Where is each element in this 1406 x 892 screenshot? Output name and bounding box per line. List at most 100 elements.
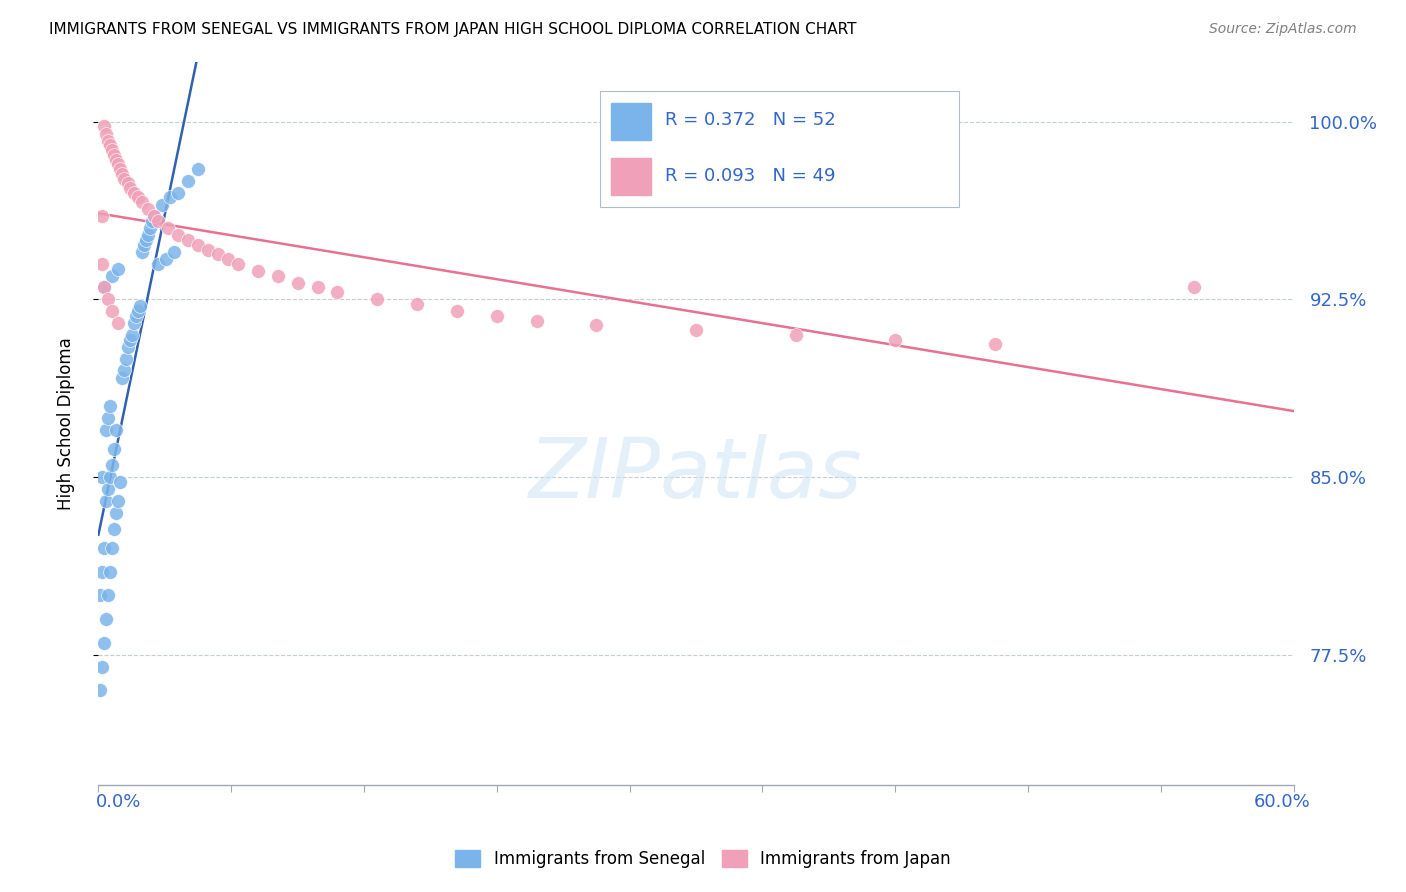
- Point: [287, 276, 309, 290]
- Point: [103, 522, 125, 536]
- Point: [89, 589, 111, 603]
- Point: [98, 470, 122, 484]
- Point: [98, 138, 122, 153]
- Point: [177, 233, 200, 247]
- Text: 0.0%: 0.0%: [96, 793, 141, 811]
- Point: [148, 257, 170, 271]
- Point: [127, 304, 149, 318]
- Point: [135, 233, 157, 247]
- Point: [884, 333, 907, 347]
- Point: [136, 228, 159, 243]
- Point: [177, 174, 200, 188]
- Point: [96, 493, 118, 508]
- Point: [91, 565, 114, 579]
- Point: [110, 475, 132, 489]
- Point: [110, 162, 132, 177]
- Point: [124, 186, 146, 200]
- Point: [127, 190, 149, 204]
- Point: [107, 316, 129, 330]
- Point: [526, 313, 548, 327]
- Text: IMMIGRANTS FROM SENEGAL VS IMMIGRANTS FROM JAPAN HIGH SCHOOL DIPLOMA CORRELATION: IMMIGRANTS FROM SENEGAL VS IMMIGRANTS FR…: [49, 22, 856, 37]
- Point: [217, 252, 239, 266]
- Point: [96, 423, 118, 437]
- Point: [97, 589, 120, 603]
- Point: [121, 327, 143, 342]
- Point: [143, 210, 166, 224]
- Point: [167, 186, 190, 200]
- Point: [197, 243, 219, 257]
- Point: [103, 148, 125, 162]
- Point: [134, 237, 156, 252]
- Point: [93, 120, 115, 134]
- Point: [97, 293, 120, 307]
- Point: [307, 280, 329, 294]
- Point: [101, 143, 124, 157]
- Point: [101, 304, 124, 318]
- Point: [115, 351, 138, 366]
- Text: ZIPatlas: ZIPatlas: [529, 434, 863, 515]
- Point: [131, 195, 153, 210]
- Point: [141, 214, 163, 228]
- Point: [107, 261, 129, 276]
- Point: [98, 565, 122, 579]
- Point: [163, 244, 186, 259]
- Point: [267, 268, 290, 283]
- Point: [93, 280, 115, 294]
- Point: [93, 636, 115, 650]
- Point: [187, 162, 209, 177]
- Point: [167, 228, 190, 243]
- Point: [155, 252, 177, 266]
- Point: [485, 309, 508, 323]
- Point: [91, 210, 114, 224]
- Point: [984, 337, 1007, 351]
- Point: [93, 541, 115, 555]
- Point: [143, 210, 166, 224]
- Point: [120, 333, 142, 347]
- Point: [585, 318, 607, 333]
- Point: [129, 300, 152, 314]
- Point: [685, 323, 707, 337]
- Point: [93, 280, 115, 294]
- Point: [96, 127, 118, 141]
- Point: [101, 268, 124, 283]
- Point: [111, 167, 134, 181]
- Point: [97, 482, 120, 496]
- Point: [98, 399, 122, 413]
- Point: [101, 458, 124, 472]
- Y-axis label: High School Diploma: High School Diploma: [56, 337, 75, 510]
- Point: [117, 176, 139, 190]
- Point: [785, 327, 807, 342]
- Point: [105, 153, 128, 167]
- Point: [131, 244, 153, 259]
- Point: [148, 214, 170, 228]
- Point: [89, 683, 111, 698]
- Point: [112, 171, 135, 186]
- Point: [139, 221, 162, 235]
- Point: [107, 493, 129, 508]
- Point: [159, 190, 181, 204]
- Point: [96, 612, 118, 626]
- Point: [150, 197, 173, 211]
- Point: [406, 297, 429, 311]
- Point: [157, 221, 180, 235]
- Point: [226, 257, 249, 271]
- Point: [91, 257, 114, 271]
- Point: [326, 285, 349, 300]
- Point: [246, 264, 269, 278]
- Point: [1182, 280, 1205, 294]
- Point: [136, 202, 159, 217]
- Point: [107, 157, 129, 171]
- Point: [101, 541, 124, 555]
- Point: [187, 237, 209, 252]
- Point: [125, 309, 148, 323]
- Text: 60.0%: 60.0%: [1254, 793, 1310, 811]
- Point: [124, 316, 146, 330]
- Point: [91, 659, 114, 673]
- Point: [105, 423, 128, 437]
- Point: [120, 181, 142, 195]
- Text: Source: ZipAtlas.com: Source: ZipAtlas.com: [1209, 22, 1357, 37]
- Point: [366, 293, 388, 307]
- Point: [105, 506, 128, 520]
- Point: [112, 363, 135, 377]
- Legend: Immigrants from Senegal, Immigrants from Japan: Immigrants from Senegal, Immigrants from…: [449, 843, 957, 875]
